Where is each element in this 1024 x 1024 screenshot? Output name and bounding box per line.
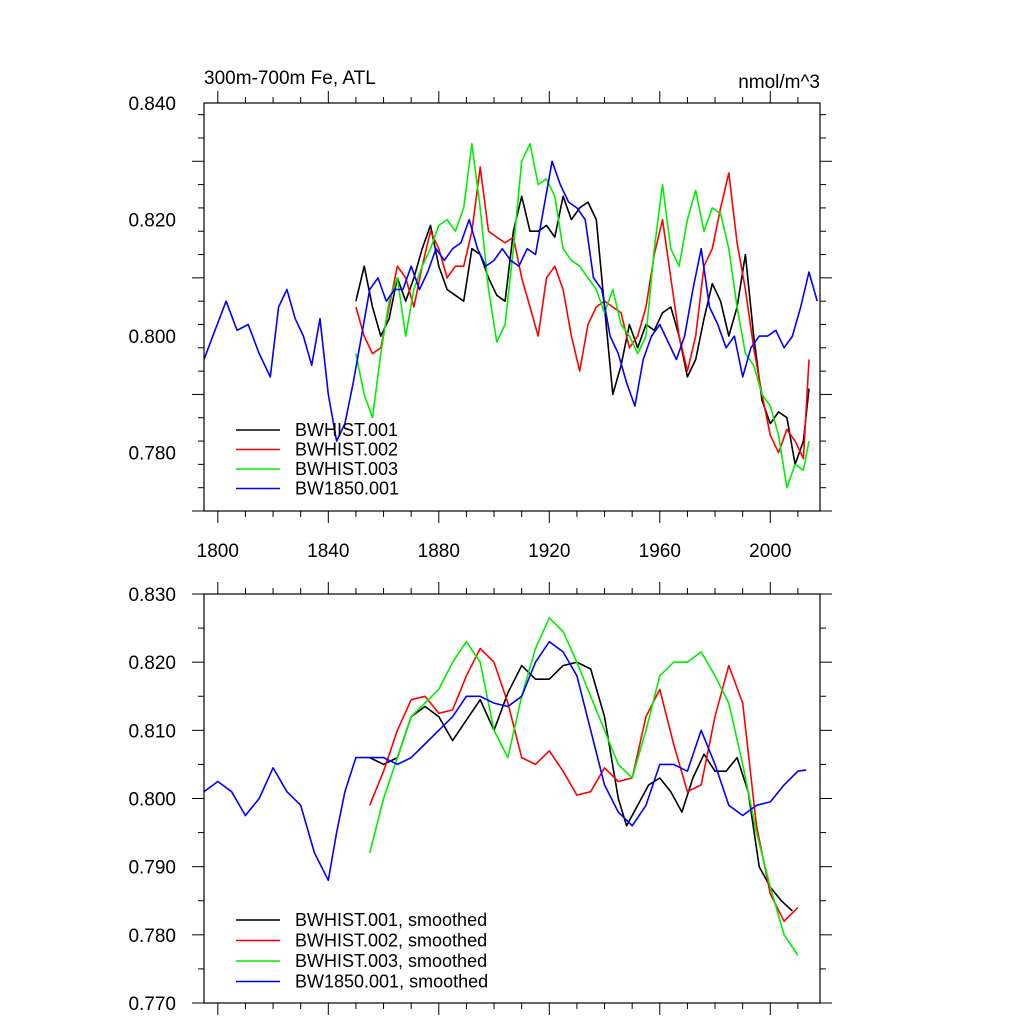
legend-label: BWHIST.003, smoothed [295,951,487,971]
series-line-bwhist-002 [355,166,810,460]
legend-label: BWHIST.001 [295,420,398,440]
series-line-bw1850-001 [204,160,818,442]
bottom-panel: 0.770 0.780 0.790 0.800 0.810 0.820 0.830 BWHIS… [128,582,832,1015]
series-line-bwhist-003-smoothed [368,617,799,956]
y-tick-label: 0.800 [128,327,176,348]
series-line-bwhist-003 [355,143,810,489]
series-line-bwhist-002-smoothed [368,647,799,922]
x-tick-label: 1920 [528,541,570,562]
panel-title: 300m-700m Fe, ATL [204,68,376,89]
y-tick-label: 0.840 [128,94,176,115]
y-tick-label: 0.800 [128,790,176,811]
series-line-bw1850-001-smoothed [204,640,807,882]
y-tick-label: 0.780 [128,444,176,465]
series-line-bwhist-001-smoothed [369,661,793,912]
units-label: nmol/m^3 [738,72,820,93]
y-tick-label: 0.830 [128,585,176,606]
y-tick-label: 0.820 [128,211,176,232]
y-tick-label: 0.810 [128,721,176,742]
x-tick-label: 1880 [418,541,460,562]
y-tick-label: 0.790 [128,858,176,879]
legend-label: BWHIST.002 [295,440,398,460]
x-tick-label: 2000 [749,541,791,562]
legend-label: BWHIST.003 [295,459,398,479]
x-tick-label: 1800 [197,541,239,562]
plot-frame [203,102,821,512]
x-tick-label: 1840 [307,541,349,562]
legend-label: BWHIST.001, smoothed [295,910,487,930]
legend-label: BW1850.001, smoothed [295,972,488,992]
y-tick-label: 0.770 [128,994,176,1015]
legend-label: BWHIST.002, smoothed [295,931,487,951]
y-tick-label: 0.820 [128,653,176,674]
series-line-bwhist-001 [355,195,810,466]
x-tick-label: 1960 [639,541,681,562]
y-tick-label: 0.780 [128,926,176,947]
top-panel: 300m-700m Fe, ATL nmol/m^3 1800 1840 1880 1… [128,68,832,562]
legend-label: BW1850.001 [295,479,399,499]
